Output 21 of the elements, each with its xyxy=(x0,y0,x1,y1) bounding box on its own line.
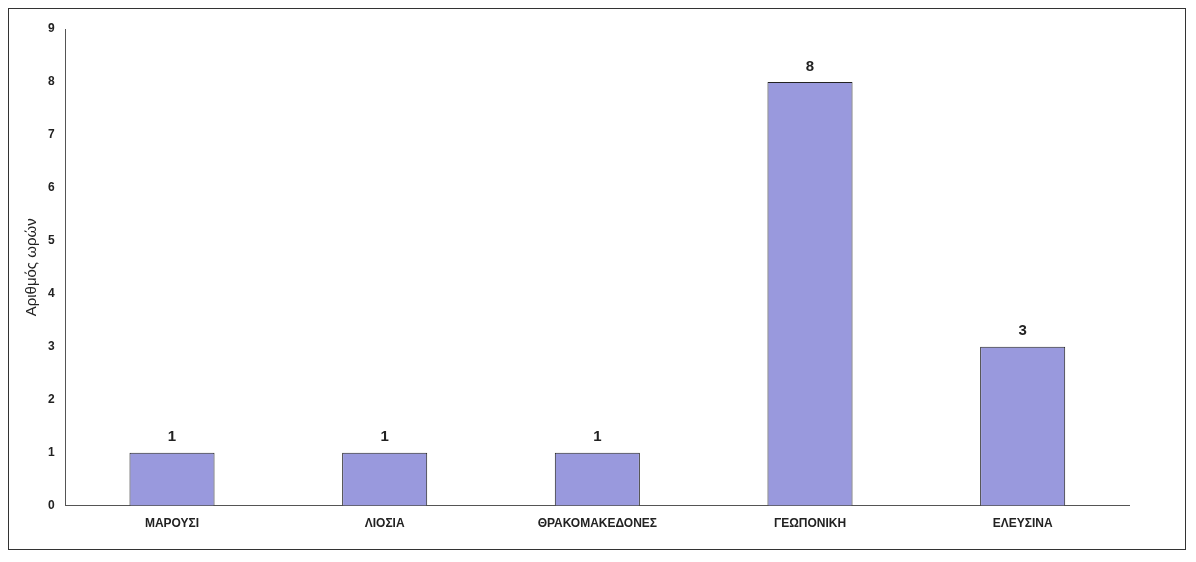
y-tick-label: 2 xyxy=(47,392,55,406)
data-label: 1 xyxy=(380,427,389,445)
y-tick-label: 0 xyxy=(47,497,55,512)
data-label: 1 xyxy=(593,427,602,445)
y-tick-label: 8 xyxy=(47,74,55,89)
x-tick-label: ΛΙΟΣΙΑ xyxy=(364,516,405,531)
x-tick-label: ΘΡΑΚΟΜΑΚΕΔΟΝΕΣ xyxy=(537,516,658,531)
y-axis-title: Αριθμός ωρών xyxy=(22,218,40,317)
y-tick-label: 7 xyxy=(47,127,55,142)
y-tick-label: 1 xyxy=(47,444,55,459)
y-tick-label: 4 xyxy=(47,286,55,301)
data-label: 3 xyxy=(1018,321,1027,339)
data-label: 8 xyxy=(805,56,815,74)
x-tick-label: ΜΑΡΟΥΣΙ xyxy=(144,516,200,531)
y-tick-label: 9 xyxy=(47,21,55,36)
x-tick-label: ΓΕΩΠΟΝΙΚΗ xyxy=(773,516,847,531)
x-tick-label: ΕΛΕΥΣΙΝΑ xyxy=(992,516,1053,531)
y-tick-label: 3 xyxy=(47,339,55,354)
y-tick-label: 6 xyxy=(47,180,55,195)
data-label: 1 xyxy=(167,427,177,445)
y-tick-label: 5 xyxy=(47,233,55,248)
